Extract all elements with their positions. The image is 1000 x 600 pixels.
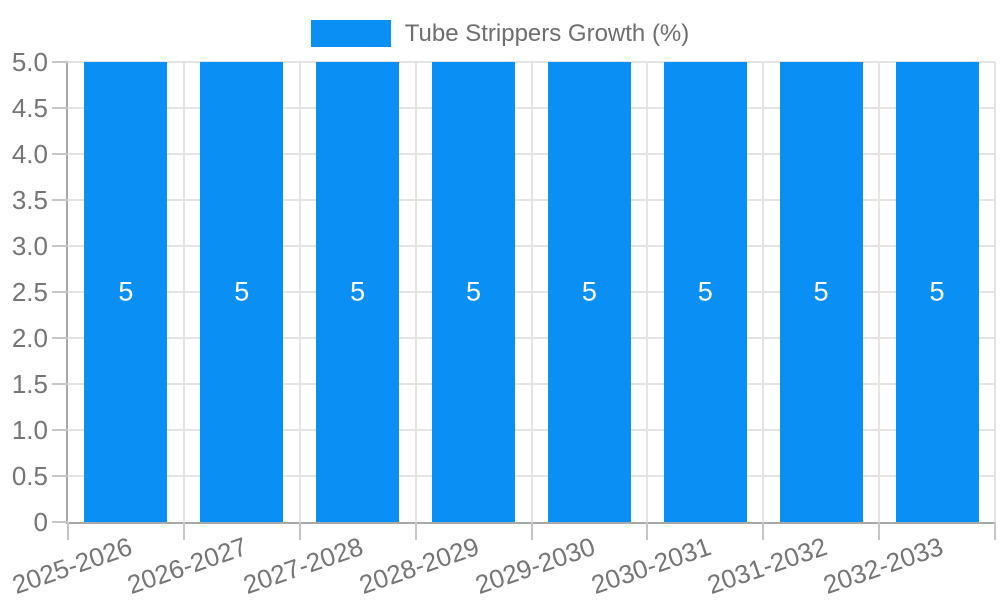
y-tick-label: 0.5 [11,461,48,491]
y-tick-label: 2.5 [11,277,48,307]
bar-value-label: 5 [466,276,482,307]
y-tick-label: 3.5 [11,185,48,215]
v-gridline [182,62,185,522]
v-gridline [646,62,649,522]
x-tick [646,522,649,540]
v-gridline [994,62,996,522]
y-tick [52,521,68,523]
v-gridline [762,62,765,522]
y-tick-label: 1.5 [11,369,48,399]
bar-value-label: 5 [350,276,366,307]
x-tick [414,522,417,540]
bar[interactable]: 5 [432,62,516,522]
plot-area: 0 0.5 1.0 1.5 2.0 2.5 3.0 3.5 4.0 4.5 5.0 5 2025-202… [8,49,996,600]
bar-value-label: 5 [697,276,713,307]
bar-value-label: 5 [581,276,597,307]
y-tick-label: 4.5 [11,93,48,123]
v-gridline [298,62,301,522]
x-tick [298,522,301,540]
legend-label: Tube Strippers Growth (%) [404,20,690,47]
y-tick [52,153,68,155]
bar[interactable]: 5 [200,62,284,522]
bar-value-label: 5 [813,276,829,307]
bar[interactable]: 5 [547,62,631,522]
y-tick-label: 2.0 [11,323,48,353]
bar-value-label: 5 [929,276,945,307]
y-tick-label: 1.0 [11,415,48,445]
x-tick-label: 2032-2033 [819,531,947,600]
y-tick [52,291,68,293]
y-tick [52,337,68,339]
x-tick [182,522,185,540]
bar[interactable]: 5 [895,62,979,522]
x-tick [67,522,69,540]
x-tick [994,522,996,540]
x-tick-label: 2025-2026 [8,531,136,600]
x-tick-label: 2029-2030 [471,531,599,600]
y-tick [52,61,68,63]
y-tick [52,429,68,431]
v-gridline [414,62,417,522]
y-tick [52,199,68,201]
y-tick-label: 3.0 [11,231,48,261]
bar[interactable]: 5 [84,62,168,522]
bar-value-label: 5 [234,276,250,307]
y-tick-label: 4.0 [11,139,48,169]
y-tick [52,383,68,385]
v-gridline [530,62,533,522]
y-tick [52,475,68,477]
x-tick-label: 2031-2032 [703,531,831,600]
x-tick-label: 2027-2028 [239,531,368,600]
bar[interactable]: 5 [316,62,400,522]
y-axis-line [66,62,68,524]
x-tick [762,522,765,540]
x-tick-label: 2028-2029 [355,531,484,600]
v-gridline [878,62,881,522]
bar[interactable]: 5 [663,62,747,522]
legend-swatch [310,20,391,47]
bar-value-label: 5 [118,276,134,307]
y-tick [52,107,68,109]
y-tick-label: 0 [33,507,48,537]
x-tick-label: 2030-2031 [587,531,715,600]
y-tick [52,245,68,247]
x-tick [530,522,533,540]
legend-item[interactable]: Tube Strippers Growth (%) [0,20,1000,47]
bar[interactable]: 5 [779,62,863,522]
x-tick-label: 2026-2027 [123,531,252,600]
y-tick-label: 5.0 [11,47,48,77]
x-tick [878,522,881,540]
